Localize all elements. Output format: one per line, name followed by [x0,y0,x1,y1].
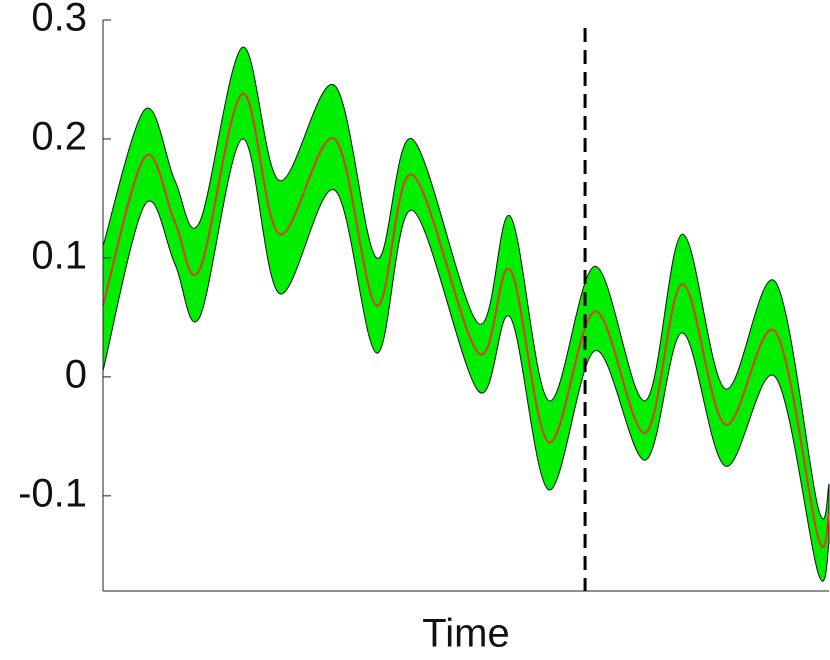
mean-line [102,92,830,549]
y-tick-label: 0.3 [31,0,87,40]
confidence-band [102,46,830,582]
x-axis-label: Time [422,612,509,656]
y-tick-label: 0.1 [31,233,87,277]
y-tick-label: -0.1 [18,471,87,515]
y-tick-label: 0.2 [31,115,87,159]
y-tick-label: 0 [65,352,87,396]
